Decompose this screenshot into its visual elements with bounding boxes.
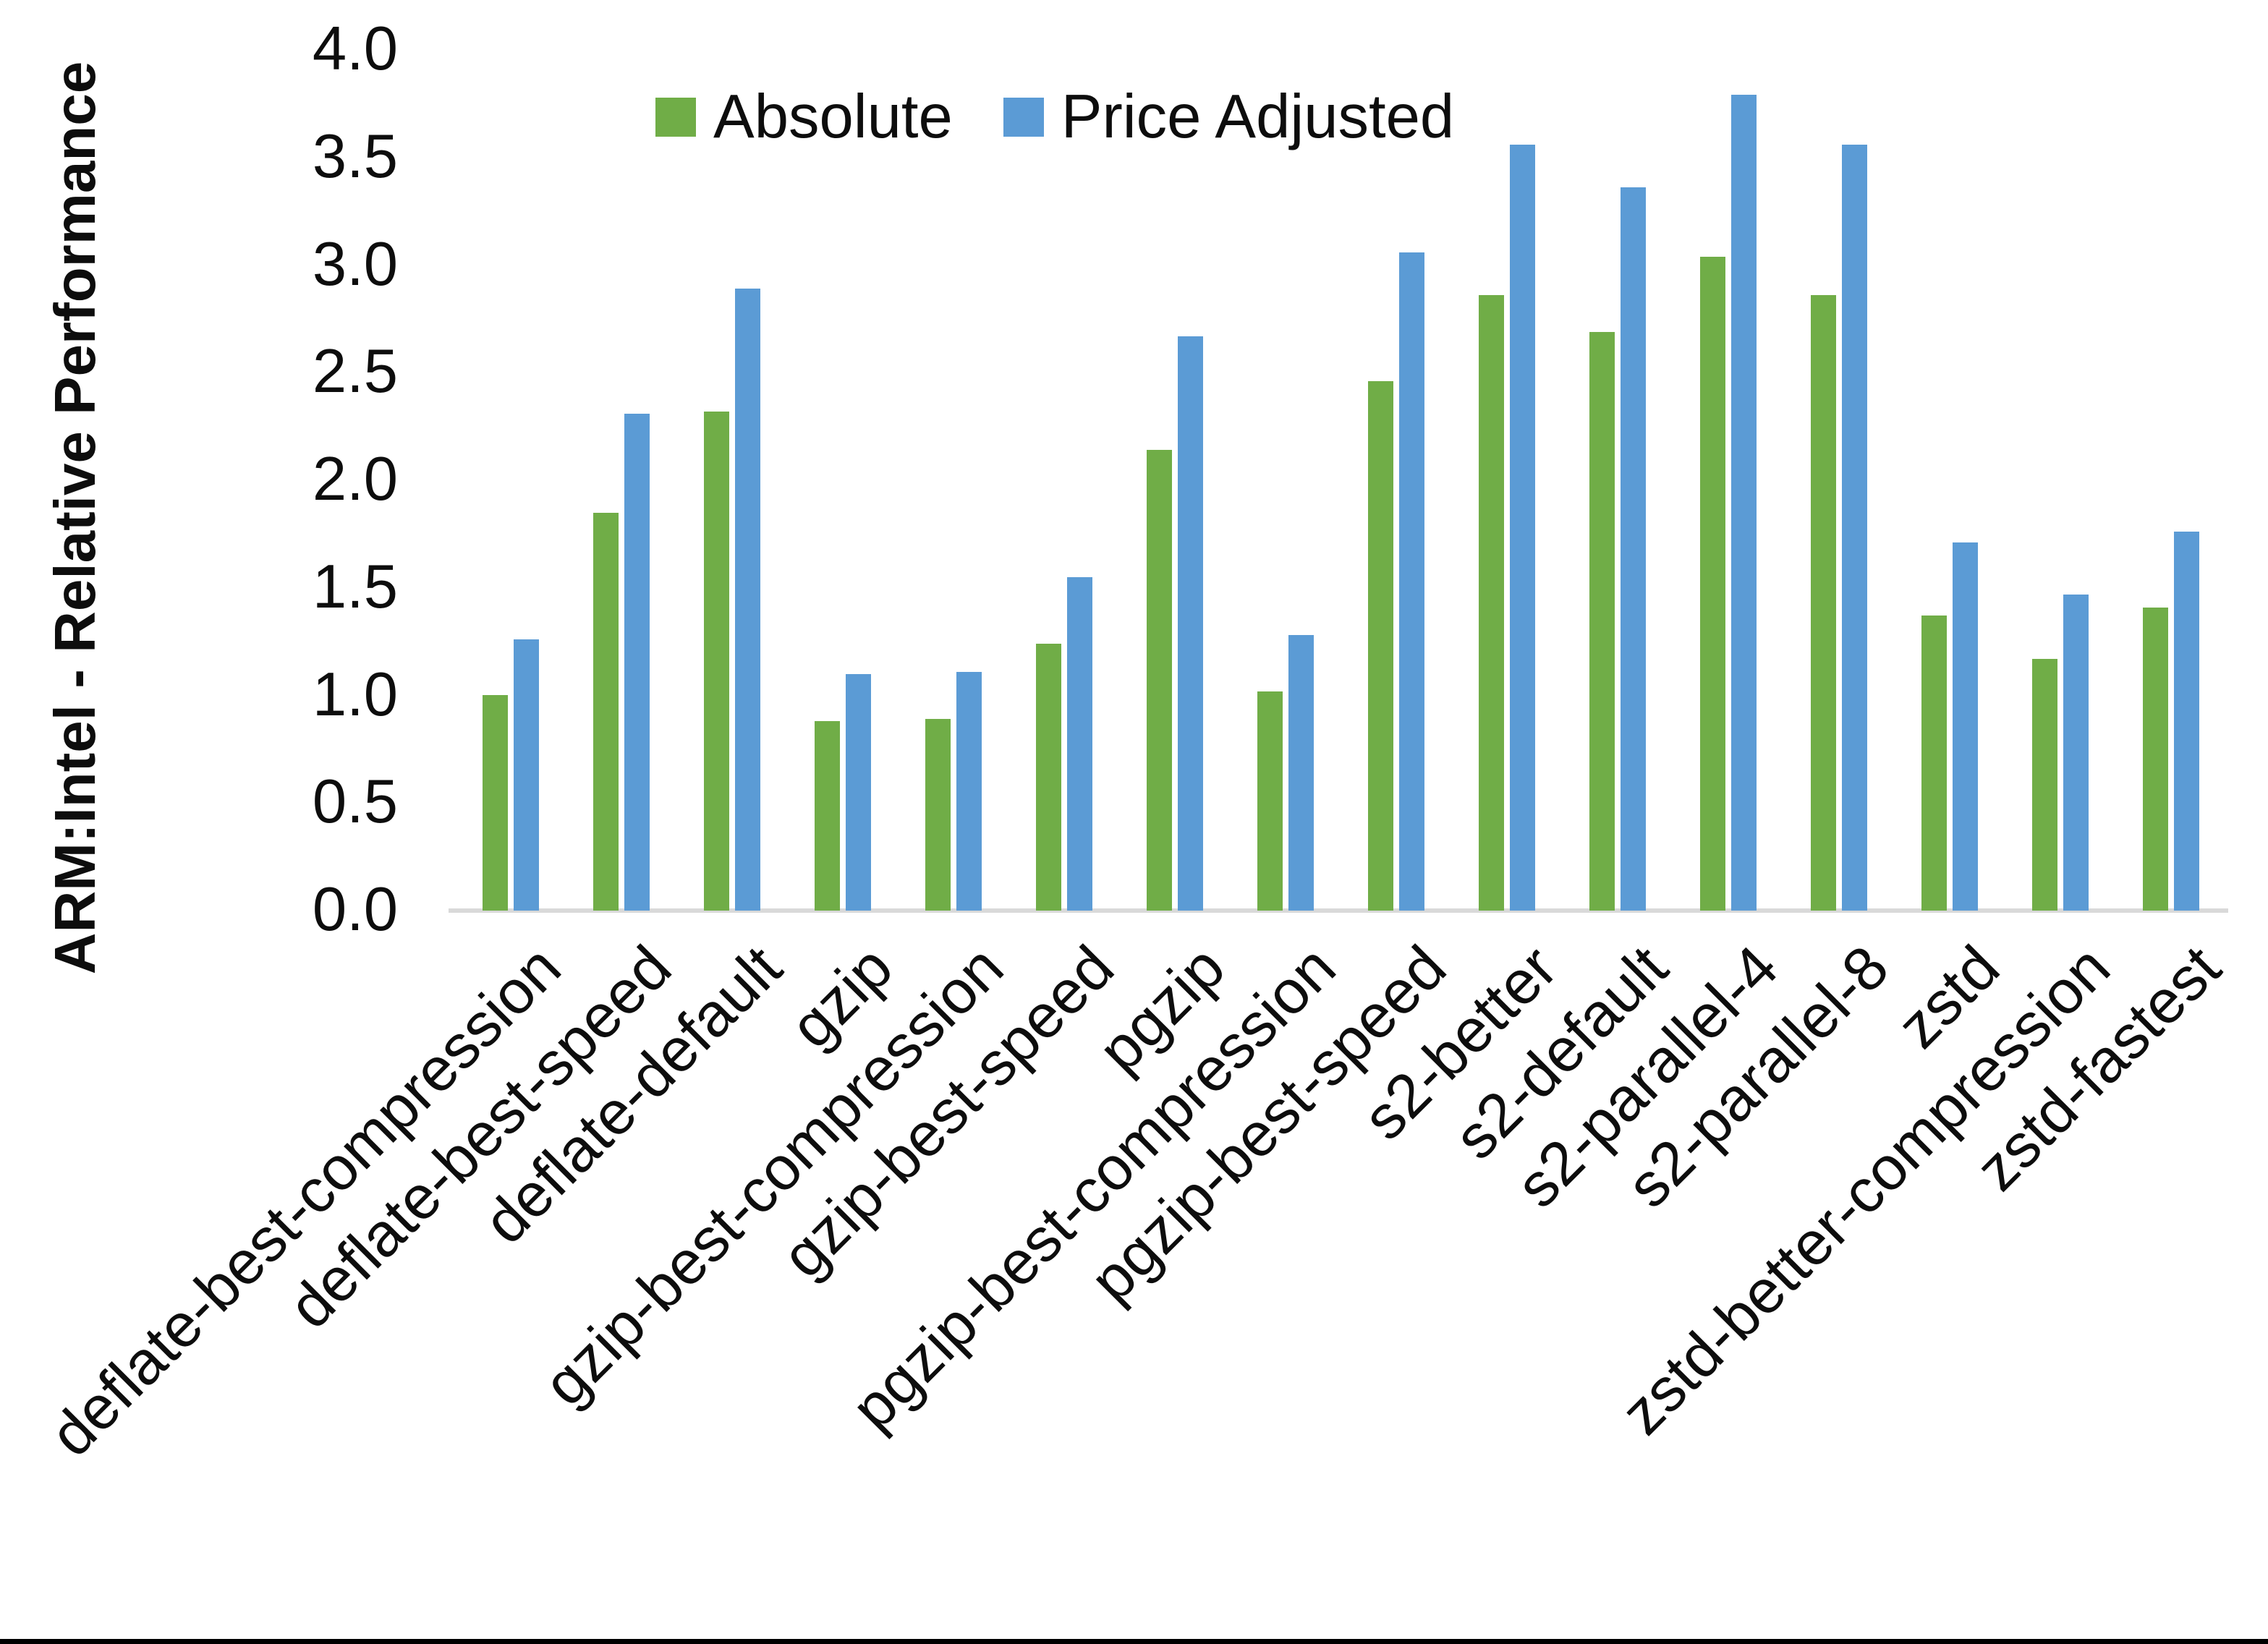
- bar-price-adjusted-s2-parallel-8: [1842, 145, 1867, 911]
- bar-price-adjusted-deflate-best-speed: [624, 414, 650, 911]
- y-tick-label-0.5: 0.5: [312, 767, 398, 837]
- bar-absolute-deflate-best-compression: [483, 695, 508, 911]
- bar-absolute-pgzip: [1147, 450, 1172, 911]
- bar-price-adjusted-zstd: [1953, 542, 1978, 911]
- bar-absolute-deflate-best-speed: [593, 513, 619, 911]
- bar-absolute-zstd-fastest: [2143, 608, 2168, 911]
- legend: Absolute Price Adjusted: [655, 81, 1454, 153]
- bar-price-adjusted-s2-parallel-4: [1731, 95, 1757, 911]
- bar-price-adjusted-deflate-best-compression: [514, 639, 539, 911]
- bar-price-adjusted-zstd-better-compression: [2063, 595, 2089, 911]
- bar-absolute-pgzip-best-compression: [1257, 691, 1283, 911]
- bar-price-adjusted-pgzip-best-speed: [1399, 252, 1424, 911]
- y-tick-label-3.5: 3.5: [312, 122, 398, 191]
- y-tick-label-2.0: 2.0: [312, 445, 398, 514]
- y-tick-label-2.5: 2.5: [312, 337, 398, 406]
- y-tick-label-0.0: 0.0: [312, 875, 398, 944]
- bar-price-adjusted-pgzip-best-compression: [1288, 635, 1314, 911]
- bar-absolute-gzip-best-compression: [925, 719, 951, 911]
- x-axis-line: [449, 908, 2228, 913]
- legend-item-price-adjusted: Price Adjusted: [1003, 81, 1454, 153]
- bar-price-adjusted-s2-default: [1621, 187, 1646, 911]
- y-tick-label-1.0: 1.0: [312, 660, 398, 729]
- bar-price-adjusted-gzip: [846, 674, 871, 911]
- legend-swatch-price-adjusted: [1003, 98, 1044, 137]
- bar-price-adjusted-pgzip: [1178, 336, 1203, 911]
- legend-swatch-absolute: [655, 98, 696, 137]
- legend-item-absolute: Absolute: [655, 81, 953, 153]
- y-axis-title: ARM:Intel - Relative Performance: [43, 61, 107, 975]
- bottom-border: [0, 1639, 2268, 1644]
- legend-label-absolute: Absolute: [713, 82, 953, 151]
- y-tick-label-4.0: 4.0: [312, 14, 398, 83]
- bar-price-adjusted-gzip-best-speed: [1067, 577, 1092, 911]
- bar-absolute-s2-default: [1589, 332, 1615, 911]
- y-tick-label-1.5: 1.5: [312, 552, 398, 621]
- bar-absolute-gzip-best-speed: [1036, 644, 1061, 911]
- bar-absolute-zstd-better-compression: [2032, 659, 2057, 911]
- bar-absolute-deflate-default: [704, 412, 729, 911]
- bar-price-adjusted-gzip-best-compression: [956, 672, 982, 911]
- bar-absolute-s2-parallel-4: [1700, 257, 1725, 911]
- bar-absolute-s2-better: [1479, 295, 1504, 911]
- bar-absolute-zstd: [1921, 616, 1947, 911]
- y-tick-label-3.0: 3.0: [312, 229, 398, 299]
- bar-absolute-gzip: [815, 721, 840, 911]
- bar-price-adjusted-s2-better: [1510, 145, 1535, 911]
- bar-price-adjusted-zstd-fastest: [2174, 532, 2199, 911]
- bar-absolute-pgzip-best-speed: [1368, 381, 1393, 911]
- legend-label-price-adjusted: Price Adjusted: [1061, 82, 1455, 151]
- bar-price-adjusted-deflate-default: [735, 289, 760, 911]
- bar-absolute-s2-parallel-8: [1811, 295, 1836, 911]
